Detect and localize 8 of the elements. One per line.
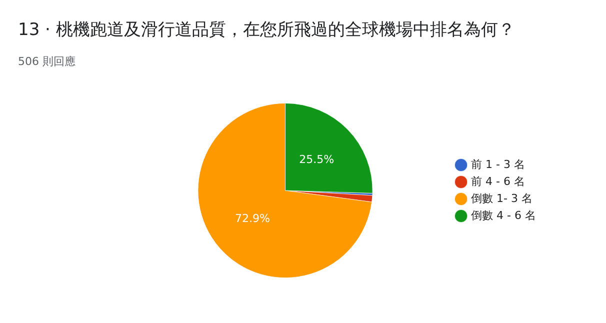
text: 506 則回應: [18, 54, 76, 69]
data-label: 25.5%: [299, 152, 334, 166]
legend-label: 倒數 1- 3 名: [471, 192, 533, 205]
chart-title: 13 · 桃機跑道及滑行道品質，在您所飛過的全球機場中排名為何？: [18, 19, 515, 41]
legend-label: 前 4 - 6 名: [471, 174, 525, 188]
legend-label: 倒數 4 - 6 名: [471, 208, 536, 222]
legend-label: 前 1 - 3 名: [471, 158, 525, 171]
data-label: 72.9%: [234, 212, 270, 226]
